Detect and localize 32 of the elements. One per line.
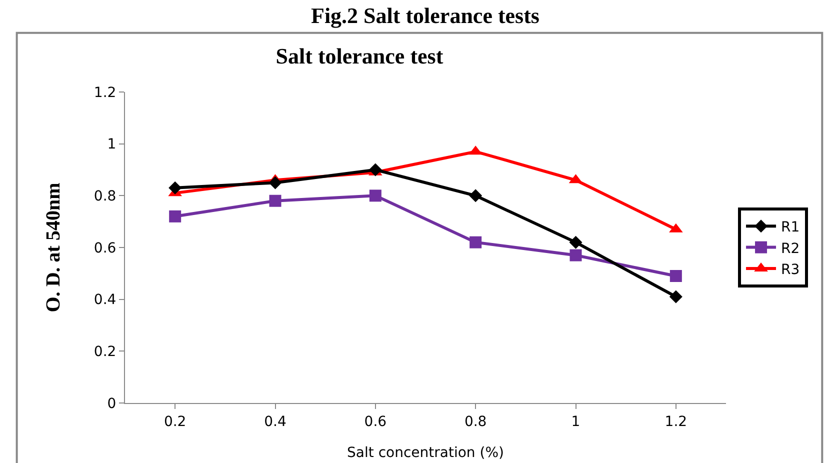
point (369, 190, 382, 202)
point (569, 236, 582, 249)
x-axis-title: Salt concentration (%) (347, 445, 504, 462)
x-tick-label: 1.2 (664, 414, 688, 430)
caption: Fig.2 Salt tolerance tests (311, 3, 540, 28)
point (268, 176, 282, 190)
point (368, 163, 382, 176)
point (168, 181, 182, 194)
point (669, 290, 682, 304)
point (470, 236, 482, 248)
y-tick-label: 0.6 (94, 240, 116, 256)
point (469, 189, 482, 202)
y-tick-label: 0.8 (94, 188, 116, 205)
chart-title: Salt tolerance test (276, 43, 444, 68)
y-tick-label: 1 (107, 136, 116, 153)
x-tick-label: 0.2 (164, 414, 186, 430)
legend-label: R3 (781, 262, 800, 278)
point (269, 194, 282, 207)
y-tick-label: 0.4 (94, 292, 116, 308)
legend-label: R2 (781, 240, 800, 257)
x-tick-label: 0.4 (264, 414, 286, 430)
point (670, 270, 682, 282)
y-tick-label: 0 (107, 396, 116, 412)
point (169, 210, 182, 222)
point (570, 249, 582, 262)
y-tick-label: 0.2 (94, 344, 116, 360)
x-tick-label: 1 (571, 414, 580, 430)
x-tick-label: 0.8 (464, 414, 487, 430)
legend-label: R1 (781, 220, 800, 236)
y-axis-title: O. D. at 540nm (42, 182, 64, 312)
x-tick-label: 0.6 (364, 414, 387, 430)
y-tick-label: 1.2 (94, 84, 116, 101)
